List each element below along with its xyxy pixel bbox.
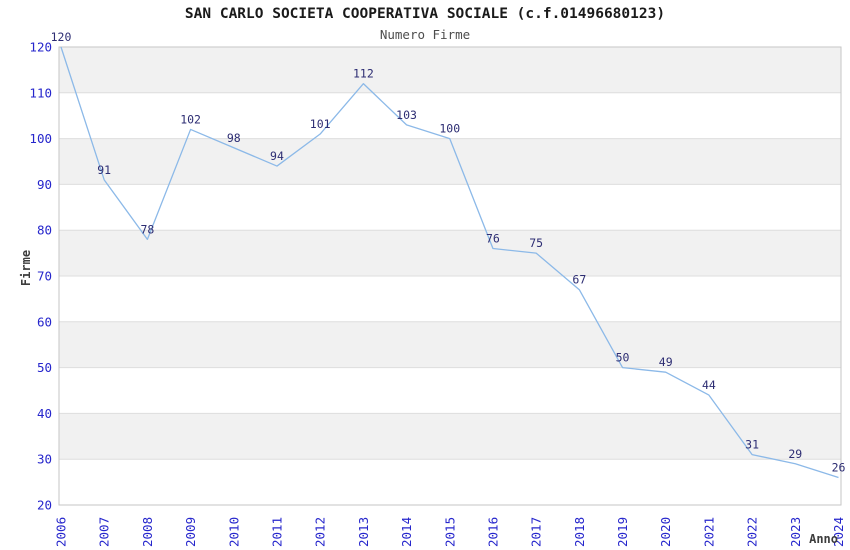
- data-point-label: 94: [270, 149, 284, 163]
- x-tick-label: 2015: [442, 517, 457, 547]
- data-point-label: 112: [353, 67, 374, 81]
- y-tick-label: 70: [37, 269, 52, 284]
- x-tick-label: 2022: [745, 517, 760, 547]
- y-tick-label: 30: [37, 452, 52, 467]
- plot-band: [59, 321, 841, 368]
- plot-band: [59, 138, 841, 185]
- data-point-label: 31: [745, 438, 759, 452]
- data-point-label: 102: [180, 112, 201, 126]
- data-point-label: 44: [702, 378, 716, 392]
- y-tick-label: 80: [37, 223, 52, 238]
- data-point-label: 26: [832, 461, 846, 475]
- data-point-label: 101: [310, 117, 331, 131]
- x-tick-label: 2014: [399, 517, 414, 547]
- y-axis-title: Firme: [19, 250, 33, 286]
- data-point-label: 75: [529, 236, 543, 250]
- plot-band: [59, 230, 841, 276]
- x-tick-label: 2007: [97, 517, 112, 547]
- x-tick-label: 2019: [615, 517, 630, 547]
- x-tick-label: 2018: [572, 517, 587, 547]
- y-tick-label: 90: [37, 177, 52, 192]
- chart-title: SAN CARLO SOCIETA COOPERATIVA SOCIALE (c…: [184, 6, 666, 22]
- y-tick-label: 100: [29, 131, 52, 146]
- plot-border: [58, 46, 842, 506]
- chart-subtitle: Numero Firme: [379, 27, 471, 42]
- data-point-label: 29: [788, 447, 802, 461]
- y-tick-label: 20: [37, 498, 52, 513]
- x-tick-label: 2020: [658, 517, 673, 547]
- data-point-label: 98: [227, 131, 241, 145]
- y-tick-label: 110: [29, 85, 52, 100]
- data-point-label: 50: [616, 351, 630, 365]
- data-point-label: 120: [51, 30, 72, 44]
- data-point-label: 100: [439, 122, 460, 136]
- data-point-label: 78: [140, 222, 154, 236]
- data-point-label: 67: [572, 273, 586, 287]
- data-line: [60, 46, 839, 479]
- x-tick-label: 2012: [313, 517, 328, 547]
- data-point-label: 91: [97, 163, 111, 177]
- x-tick-label: 2024: [831, 517, 846, 547]
- y-tick-label: 60: [37, 314, 52, 329]
- y-tick-label: 120: [29, 40, 52, 55]
- data-point-label: 103: [396, 108, 417, 122]
- x-tick-label: 2023: [788, 517, 803, 547]
- y-tick-label: 50: [37, 360, 52, 375]
- y-tick-label: 40: [37, 406, 52, 421]
- data-point-label: 76: [486, 232, 500, 246]
- plot-band: [59, 413, 841, 460]
- x-tick-label: 2006: [54, 517, 69, 547]
- x-tick-label: 2017: [529, 517, 544, 547]
- x-tick-label: 2013: [356, 517, 371, 547]
- x-axis-title: Anno: [809, 532, 838, 546]
- x-tick-label: 2010: [226, 517, 241, 547]
- data-point-label: 49: [659, 355, 673, 369]
- x-tick-label: 2008: [140, 517, 155, 547]
- x-tick-label: 2016: [485, 517, 500, 547]
- x-tick-label: 2011: [269, 517, 284, 547]
- plot-band: [59, 47, 841, 93]
- x-tick-label: 2009: [183, 517, 198, 547]
- x-tick-label: 2021: [701, 517, 716, 547]
